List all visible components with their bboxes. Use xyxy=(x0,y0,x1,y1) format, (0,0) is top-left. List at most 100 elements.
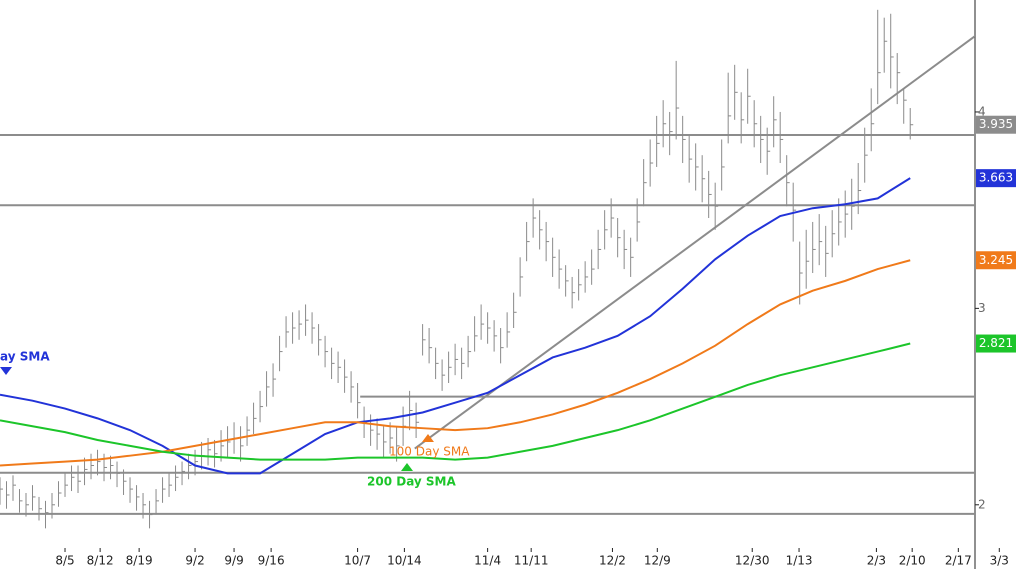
x-tick-label: 12/30 xyxy=(735,554,770,568)
price-bar xyxy=(350,371,355,403)
price-bar xyxy=(175,465,179,492)
price-bar xyxy=(513,292,517,329)
price-bar xyxy=(675,60,680,140)
price-bar xyxy=(805,229,810,289)
price-bar xyxy=(799,241,803,305)
average-value-label: 2.821 xyxy=(979,336,1013,350)
price-bar xyxy=(240,426,244,462)
price-bar xyxy=(194,449,199,476)
price-bar xyxy=(116,461,121,488)
price-bar xyxy=(279,335,283,372)
price-bar xyxy=(0,477,3,505)
x-tick-label: 8/5 xyxy=(55,554,74,568)
price-bar xyxy=(32,485,36,511)
y-tick-label: 2 xyxy=(978,497,986,511)
price-bar xyxy=(903,88,907,124)
price-bar xyxy=(149,500,153,529)
price-bar xyxy=(227,426,231,458)
price-bar xyxy=(188,453,192,480)
price-bar xyxy=(396,426,400,462)
price-bar xyxy=(64,473,69,497)
price-bar xyxy=(259,390,264,423)
price-bar xyxy=(435,347,439,380)
price-bar xyxy=(643,159,647,207)
price-bar xyxy=(909,108,914,140)
price-bar xyxy=(298,310,303,340)
price-bar xyxy=(318,324,322,356)
average-value-label: 3.663 xyxy=(979,171,1013,185)
price-bar xyxy=(422,324,426,356)
average-value-label: 3.245 xyxy=(979,253,1013,267)
annotation-marker xyxy=(422,434,434,442)
x-tick-label: 2/3 xyxy=(867,554,886,568)
price-bar xyxy=(584,261,589,293)
x-tick-label: 2/10 xyxy=(899,554,926,568)
average-value-label-box xyxy=(976,334,1016,353)
price-bar xyxy=(617,218,621,258)
price-bar xyxy=(883,17,888,73)
moving-average xyxy=(0,342,911,461)
price-bar xyxy=(571,276,576,309)
price-bar xyxy=(97,449,101,476)
plot-area xyxy=(0,9,975,529)
annotation: ay SMA xyxy=(0,350,50,364)
average-value-label-box xyxy=(976,251,1016,270)
price-bar xyxy=(552,237,556,277)
price-bar xyxy=(45,500,49,529)
price-bar xyxy=(253,402,257,435)
price-bar xyxy=(84,457,88,486)
price-bar xyxy=(565,265,569,297)
price-bar xyxy=(305,304,309,336)
y-tick-label: 4 xyxy=(978,104,986,118)
price-bar xyxy=(578,269,582,301)
price-bar xyxy=(532,198,537,238)
x-tick-label: 1/13 xyxy=(786,554,813,568)
price-bar xyxy=(682,115,686,164)
x-tick-label: 11/4 xyxy=(474,554,501,568)
price-bar xyxy=(441,359,446,391)
price-bar xyxy=(545,221,550,262)
price-bar xyxy=(311,312,316,344)
price-bar xyxy=(766,127,771,175)
price-bar xyxy=(344,359,348,393)
price-bar xyxy=(409,390,413,431)
price-bar xyxy=(714,182,719,230)
price-bar xyxy=(266,371,270,407)
price-bar xyxy=(337,351,342,384)
price-bar xyxy=(857,163,862,215)
price-bar xyxy=(591,249,595,285)
price-bar xyxy=(864,127,868,183)
price-bar xyxy=(662,100,667,148)
price-bar xyxy=(851,178,855,230)
price-bar xyxy=(519,257,524,297)
price-bar xyxy=(155,489,160,515)
price-bar xyxy=(721,139,725,191)
price-bar xyxy=(136,485,140,511)
price-bar xyxy=(896,53,901,105)
price-bar xyxy=(708,170,712,219)
price-bar xyxy=(324,335,329,368)
price-bar xyxy=(773,96,777,148)
price-bar xyxy=(630,237,634,277)
annotation-marker xyxy=(0,367,12,375)
price-bar xyxy=(389,422,394,454)
x-tick-label: 10/14 xyxy=(387,554,422,568)
x-tick-label: 12/9 xyxy=(644,554,671,568)
price-bar xyxy=(71,465,75,492)
price-bar xyxy=(129,477,134,503)
annotation: 200 Day SMA xyxy=(367,475,457,489)
price-bar xyxy=(480,304,485,340)
price-bar xyxy=(292,312,296,344)
price-bar xyxy=(838,198,842,246)
price-bar xyxy=(285,316,290,348)
x-tick-label: 8/12 xyxy=(87,554,114,568)
last-price-label-box xyxy=(976,115,1016,134)
moving-average xyxy=(0,259,911,467)
price-bar xyxy=(487,312,491,344)
price-bar xyxy=(558,249,563,289)
price-bar xyxy=(467,335,472,368)
price-bar xyxy=(90,453,95,480)
price-bar xyxy=(786,155,790,207)
